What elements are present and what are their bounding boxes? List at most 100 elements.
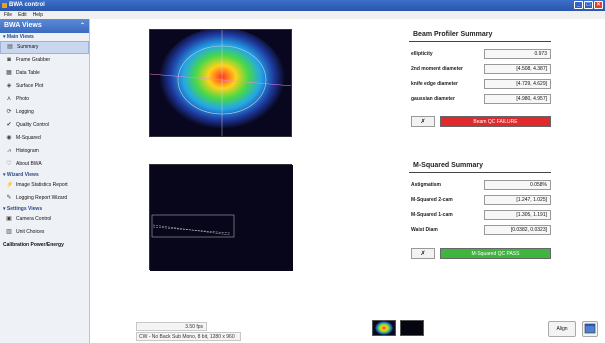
frame-grabber-icon: ◙ bbox=[7, 57, 11, 63]
align-button[interactable]: Align bbox=[548, 321, 576, 337]
beam-profile-graphic bbox=[150, 30, 291, 136]
bolt-icon: ⚡ bbox=[6, 182, 14, 188]
menu-help[interactable]: Help bbox=[32, 12, 43, 18]
sidebar-title-label: BWA Views bbox=[4, 22, 42, 29]
summary-row-label: M-Squared 2-cam bbox=[411, 197, 453, 203]
status-info: CW - No Back Sub Mono, 8 bit, 1280 x 960 bbox=[136, 332, 241, 341]
sidebar-item-label: Frame Grabber bbox=[16, 57, 51, 63]
summary-row-label: M-Squared 1-cam bbox=[411, 212, 453, 218]
summary-row-value: [1.305, 1.191] bbox=[484, 210, 551, 220]
window-title: BWA control bbox=[9, 2, 45, 8]
sidebar-item-m-squared[interactable]: ◉ M-Squared bbox=[0, 132, 89, 145]
sidebar-item-label: Unit Choices bbox=[16, 229, 45, 235]
window-title-bar: BWA control _ □ × bbox=[0, 0, 605, 11]
section-settings-views-label: Settings Views bbox=[6, 206, 43, 212]
close-button[interactable]: × bbox=[594, 1, 603, 9]
m-squared-qc-toggle-button[interactable]: ✗ bbox=[411, 248, 435, 259]
about-icon: ♡ bbox=[6, 161, 12, 167]
summary-row-label: ellipticity bbox=[411, 51, 433, 57]
summary-row-label: knife edge diameter bbox=[411, 81, 458, 87]
sidebar-item-calibration[interactable]: Calibration Power/Energy bbox=[0, 239, 89, 252]
sidebar: BWA Views ⌃ ▾ Main Views ▤ Summary ◙ Frame … bbox=[0, 19, 90, 343]
sidebar-item-label: Image Statistics Report bbox=[16, 182, 68, 188]
sidebar-item-label: Summary bbox=[17, 44, 39, 50]
m-squared-qc-status-text: M-Squared QC PASS bbox=[471, 251, 520, 257]
menu-file[interactable]: File bbox=[4, 12, 13, 18]
summary-row-label: Waist Diam bbox=[411, 227, 438, 233]
sidebar-item-photo[interactable]: ⋏ Photo bbox=[0, 93, 89, 106]
checkmark-icon: ✔ bbox=[6, 122, 12, 128]
sidebar-item-about-bwa[interactable]: ♡ About BWA bbox=[0, 158, 89, 171]
status-fps: 3.50 fps bbox=[136, 322, 207, 331]
summary-row-value: [0.0382, 0.0323] bbox=[484, 225, 551, 235]
m-squared-icon: ◉ bbox=[6, 135, 12, 141]
sidebar-item-label: Quality Control bbox=[16, 122, 50, 128]
sidebar-item-histogram[interactable]: ⩘ Histogram bbox=[0, 145, 89, 158]
chevron-up-icon[interactable]: ⌃ bbox=[79, 23, 85, 29]
sidebar-item-label: Photo bbox=[16, 96, 30, 102]
m-squared-plot[interactable] bbox=[149, 164, 293, 271]
sidebar-item-quality-control[interactable]: ✔ Quality Control bbox=[0, 119, 89, 132]
section-main-views[interactable]: ▾ Main Views bbox=[3, 34, 34, 40]
grid-view-button[interactable] bbox=[582, 321, 598, 337]
section-settings-views[interactable]: ▾ Settings Views bbox=[3, 206, 43, 212]
summary-row-value: [4.980, 4.957] bbox=[484, 94, 551, 104]
window-icon bbox=[584, 323, 596, 334]
summary-row-value: [1.247, 1.025] bbox=[484, 195, 551, 205]
minimize-button[interactable]: _ bbox=[574, 1, 583, 9]
summary-row-label: gaussian diameter bbox=[411, 96, 455, 102]
sidebar-item-summary[interactable]: ▤ Summary bbox=[0, 41, 89, 54]
section-main-views-label: Main Views bbox=[6, 34, 34, 40]
data-table-icon: ▦ bbox=[6, 70, 12, 76]
wand-icon: ✎ bbox=[6, 195, 12, 201]
sidebar-item-camera-control[interactable]: ▣ Camera Control bbox=[0, 213, 89, 226]
maximize-button[interactable]: □ bbox=[584, 1, 593, 9]
beam-image-2d[interactable] bbox=[149, 29, 292, 137]
summary-row-value: 0.973 bbox=[484, 49, 551, 59]
section-wizard-views[interactable]: ▾ Wizard Views bbox=[3, 172, 39, 178]
sidebar-item-logging[interactable]: ⟳ Logging bbox=[0, 106, 89, 119]
beam-profiler-divider bbox=[409, 41, 551, 42]
m-squared-divider bbox=[409, 172, 551, 173]
m-squared-graphic bbox=[150, 165, 293, 271]
sidebar-item-label: Camera Control bbox=[16, 216, 52, 222]
align-button-label: Align bbox=[556, 326, 568, 332]
m-squared-thumbnail[interactable] bbox=[400, 320, 424, 336]
sidebar-item-data-table[interactable]: ▦ Data Table bbox=[0, 67, 89, 80]
sidebar-item-image-statistics-report[interactable]: ⚡ Image Statistics Report bbox=[0, 179, 89, 192]
summary-icon: ▤ bbox=[7, 44, 13, 50]
summary-row-label: 2nd moment diameter bbox=[411, 66, 463, 72]
sidebar-item-label: Histogram bbox=[16, 148, 39, 154]
sidebar-item-frame-grabber[interactable]: ◙ Frame Grabber bbox=[0, 54, 89, 67]
menu-edit[interactable]: Edit bbox=[18, 12, 27, 18]
sidebar-item-label: About BWA bbox=[16, 161, 42, 167]
sidebar-item-label: M-Squared bbox=[16, 135, 41, 141]
histogram-icon: ⩘ bbox=[7, 148, 11, 154]
status-fps-text: 3.50 fps bbox=[185, 324, 203, 330]
beam-profiler-title: Beam Profiler Summary bbox=[413, 31, 493, 38]
sidebar-item-logging-report-wizard[interactable]: ✎ Logging Report Wizard bbox=[0, 192, 89, 205]
section-wizard-views-label: Wizard Views bbox=[6, 172, 39, 178]
logging-icon: ⟳ bbox=[6, 109, 12, 115]
m-squared-title: M-Squared Summary bbox=[413, 162, 484, 169]
sidebar-title: BWA Views ⌃ bbox=[0, 19, 89, 33]
beam-thumbnail[interactable] bbox=[372, 320, 396, 336]
beam-qc-status-text: Beam QC FAILURE bbox=[473, 119, 518, 125]
summary-row-value: 0.058% bbox=[484, 180, 551, 190]
units-icon: ▥ bbox=[6, 229, 12, 235]
sidebar-item-unit-choices[interactable]: ▥ Unit Choices bbox=[0, 226, 89, 239]
sidebar-item-label: Data Table bbox=[16, 70, 40, 76]
x-icon: ✗ bbox=[420, 251, 426, 257]
app-icon bbox=[2, 3, 7, 8]
m-squared-qc-status: M-Squared QC PASS bbox=[440, 248, 551, 259]
sidebar-item-label: Surface Plot bbox=[16, 83, 44, 89]
camera-icon: ▣ bbox=[6, 216, 12, 222]
sidebar-item-surface-plot[interactable]: ◈ Surface Plot bbox=[0, 80, 89, 93]
sidebar-item-label: Logging bbox=[16, 109, 34, 115]
main-area: 3.50 fps CW - No Back Sub Mono, 8 bit, 1… bbox=[91, 19, 605, 343]
beam-qc-toggle-button[interactable]: ✗ bbox=[411, 116, 435, 127]
beam-thumbnail-graphic bbox=[375, 321, 393, 335]
sidebar-item-label: Logging Report Wizard bbox=[16, 195, 68, 201]
photo-icon: ⋏ bbox=[6, 96, 12, 102]
x-icon: ✗ bbox=[420, 119, 426, 125]
